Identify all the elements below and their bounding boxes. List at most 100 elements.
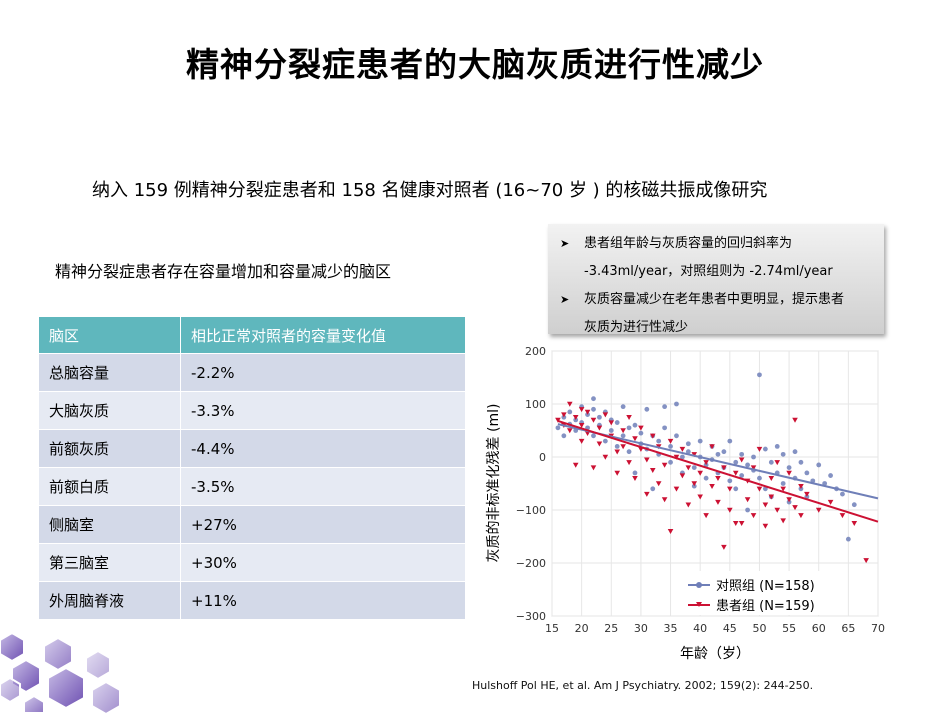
x-tick-label: 70 (871, 622, 885, 635)
control-data-point (780, 481, 786, 486)
region-cell: 前额灰质 (38, 429, 181, 468)
control-data-point (816, 462, 822, 468)
patient-data-point (786, 497, 792, 503)
patient-data-point (697, 470, 703, 476)
patient-data-point (572, 415, 579, 421)
legend-marker-control (696, 582, 702, 588)
control-data-point (680, 454, 685, 460)
x-tick-label: 40 (693, 622, 707, 635)
patient-data-point (685, 465, 692, 471)
patient-data-point (590, 417, 597, 423)
control-data-point (739, 473, 745, 478)
chart-legend: 对照组 (N=158) 患者组 (N=159) (680, 571, 832, 615)
hexagon-shape (0, 631, 25, 663)
control-data-point (739, 451, 745, 457)
legend-label-control: 对照组 (N=158) (716, 579, 815, 594)
control-data-point (644, 406, 650, 412)
change-cell: +27% (180, 505, 466, 544)
control-data-point (591, 406, 596, 412)
x-tick-label: 25 (604, 622, 618, 635)
patient-data-point (638, 425, 644, 431)
control-regression-line (557, 423, 879, 500)
legend-box (680, 571, 832, 615)
control-data-point (674, 401, 679, 407)
patient-data-point (667, 438, 674, 444)
decorative-hexagon-pattern (0, 631, 121, 713)
y-tick-label: 200 (525, 345, 546, 358)
table-row: 外周脑脊液 +11% (38, 581, 466, 620)
patient-data-point (709, 444, 715, 450)
patient-data-point (774, 507, 781, 513)
patient-data-point (750, 513, 757, 519)
control-data-point (632, 422, 638, 428)
control-data-point (668, 444, 673, 449)
patient-data-point (768, 494, 775, 500)
patient-data-point (685, 502, 692, 508)
control-data-point (650, 486, 656, 492)
patient-data-point (578, 423, 585, 428)
patient-data-point (566, 428, 573, 434)
control-data-point (691, 465, 697, 470)
region-cell: 外周脑脊液 (38, 581, 181, 620)
patient-data-point (715, 499, 721, 505)
table-row: 大脑灰质 -3.3% (38, 391, 466, 430)
finding-item: ➤ 灰质容量减少在老年患者中更明显，提示患者 灰质为进行性减少 (560, 286, 874, 342)
patient-data-point (661, 462, 668, 468)
patient-data-point (703, 460, 709, 466)
legend-marker-patient (696, 602, 702, 607)
region-cell: 前额白质 (38, 467, 181, 506)
control-data-point (674, 433, 679, 439)
table-subheading: 精神分裂症患者存在容量增加和容量减少的脑区 (55, 262, 392, 281)
y-tick-label: 0 (539, 451, 546, 464)
patient-data-point (727, 486, 733, 492)
control-data-point (733, 459, 739, 465)
findings-callout: ➤ 患者组年龄与灰质容量的回归斜率为 -3.43ml/year，对照组则为 -2… (548, 224, 884, 335)
control-data-point (703, 475, 709, 481)
study-description: 纳入 159 例精神分裂症患者和 158 名健康对照者 (16~70 岁 ) 的… (92, 180, 768, 201)
control-data-point (626, 425, 632, 431)
patient-data-point (572, 462, 579, 468)
brain-volume-table: 脑区 相比正常对照者的容量变化值 总脑容量 -2.2% 大脑灰质 -3.3% 前额灰… (38, 316, 466, 620)
x-tick-label: 50 (752, 622, 766, 635)
change-cell: -2.2% (180, 353, 466, 392)
patient-data-point (679, 473, 686, 479)
patient-data-point (667, 529, 674, 534)
x-tick-label: 65 (841, 622, 855, 635)
change-cell: +30% (180, 543, 466, 582)
patient-data-point (620, 428, 626, 434)
patient-data-point (697, 494, 703, 500)
x-axis-label: 年龄（岁） (680, 646, 750, 662)
patient-data-point (691, 481, 698, 487)
patient-data-point (774, 460, 781, 466)
patient-series (555, 401, 869, 564)
arrow-bullet-icon: ➤ (560, 237, 570, 250)
control-data-point (715, 451, 721, 457)
patient-data-point (602, 412, 609, 418)
patient-data-point (709, 483, 715, 489)
control-data-point (780, 451, 786, 457)
patient-data-point (626, 415, 632, 421)
page-title: 精神分裂症患者的大脑灰质进行性减少 (186, 45, 764, 84)
patient-data-point (756, 446, 763, 452)
control-data-point (751, 454, 756, 460)
x-tick-label: 30 (634, 622, 648, 635)
y-tick-label: −300 (516, 610, 546, 623)
control-data-point (745, 507, 750, 513)
control-data-point (727, 438, 733, 444)
control-data-point (561, 433, 567, 439)
control-data-point (774, 444, 780, 449)
control-data-point (597, 414, 602, 420)
change-cell: -4.4% (180, 429, 466, 468)
finding-line: 灰质容量减少在老年患者中更明显，提示患者 (584, 292, 845, 307)
patient-data-point (851, 521, 858, 527)
table-header-row: 脑区 相比正常对照者的容量变化值 (38, 316, 466, 354)
patient-data-point (738, 521, 745, 527)
patient-data-point (596, 441, 603, 447)
patient-data-point (732, 521, 739, 527)
hexagon-shape (23, 694, 45, 713)
control-data-point (591, 396, 596, 402)
patient-data-point (644, 457, 650, 463)
table-row: 第三脑室 +30% (38, 543, 466, 582)
control-data-point (804, 470, 810, 476)
region-cell: 第三脑室 (38, 543, 181, 582)
